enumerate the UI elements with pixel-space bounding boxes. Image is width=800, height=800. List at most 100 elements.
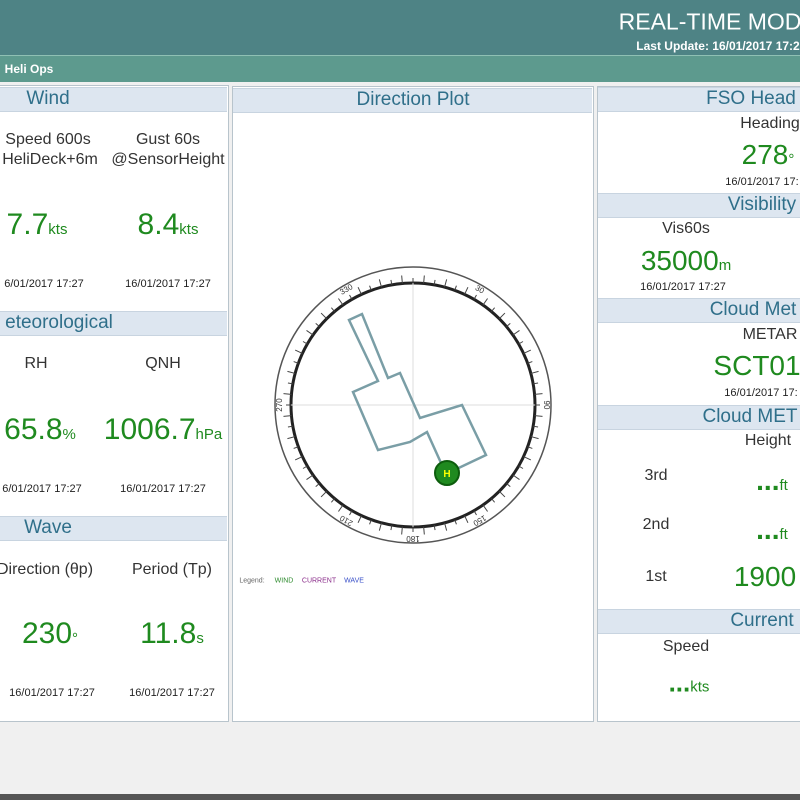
- value-with-unit: 7.7kts: [7, 208, 68, 242]
- unit: %: [62, 426, 76, 443]
- panel-header: [0, 87, 227, 112]
- timestamp: 16/01/2017 17:27: [120, 483, 206, 495]
- compass-tick: [518, 341, 524, 345]
- cloud-layer: 3rd: [644, 467, 668, 484]
- value-with-unit: ...kts: [669, 668, 710, 699]
- compass-tick: [294, 349, 303, 354]
- compass-tick: [338, 504, 344, 512]
- compass-tick: [534, 393, 543, 395]
- compass-tick: [530, 436, 539, 440]
- value: 1006.7: [103, 413, 196, 446]
- compass-tick: [349, 510, 353, 516]
- value: 7.7: [6, 208, 49, 241]
- compass-tick: [523, 349, 532, 354]
- compass-tick: [506, 483, 511, 488]
- value-with-unit: 8.4kts: [138, 208, 199, 242]
- compass-tick: [315, 483, 320, 488]
- compass-label: 180: [406, 534, 420, 543]
- value-with-unit: 11.8s: [140, 617, 204, 651]
- label: @SensorHeight: [111, 151, 225, 168]
- compass-tick: [401, 526, 403, 535]
- compass-tick: [369, 519, 372, 525]
- compass-tick: [444, 522, 448, 531]
- compass-tick: [498, 312, 506, 320]
- panel-title: Visibility: [727, 194, 797, 215]
- label: Vis60s: [662, 220, 710, 237]
- compass-tick: [306, 330, 314, 336]
- app-title: REAL-TIME MOD: [618, 8, 800, 35]
- unit: ft: [779, 526, 788, 543]
- label: Speed: [662, 638, 710, 655]
- panel-title: Cloud Met: [709, 299, 797, 320]
- label: RH: [24, 355, 48, 372]
- unit: kts: [48, 221, 68, 238]
- value-with-unit: 1006.7hPa: [104, 413, 222, 447]
- label: Height: [744, 432, 792, 449]
- cloud-layer: 2nd: [642, 516, 670, 533]
- panel-title: Wave: [24, 517, 72, 538]
- unit: °: [788, 151, 795, 168]
- header: [0, 0, 800, 55]
- compass-tick: [287, 370, 296, 374]
- compass-tick: [349, 294, 353, 300]
- value-with-unit: 1900: [734, 561, 796, 593]
- compass-tick: [293, 361, 299, 364]
- value-with-unit: 230°: [22, 617, 78, 651]
- panel-title: Cloud MET: [702, 406, 798, 427]
- value-with-unit: SCT01: [713, 350, 800, 382]
- compass-tick: [315, 322, 320, 327]
- value-with-unit: 35000m: [641, 245, 731, 277]
- timestamp: 16/01/2017 17:27: [640, 281, 726, 293]
- compass-tick: [390, 279, 393, 285]
- compass-tick: [330, 498, 335, 503]
- helipad-icon: H: [443, 469, 450, 480]
- compass-tick: [293, 446, 299, 449]
- compass-tick: [433, 279, 436, 285]
- compass-tick: [302, 341, 308, 345]
- compass-tick: [527, 361, 533, 364]
- panel-header: [598, 405, 800, 430]
- panel-header: [0, 311, 227, 336]
- compass-label: 270: [275, 398, 284, 412]
- compass-tick: [283, 393, 292, 395]
- compass-tick: [369, 285, 372, 291]
- panel-header: [598, 87, 800, 112]
- compass-tick: [444, 279, 448, 288]
- compass-tick: [473, 294, 477, 300]
- compass-tick: [530, 370, 539, 374]
- nav-item: Heli Ops: [4, 62, 54, 76]
- compass-tick: [498, 490, 506, 498]
- unit: m: [718, 257, 732, 274]
- panel-header: [598, 193, 800, 218]
- compass-tick: [294, 456, 303, 461]
- value: 278: [741, 139, 789, 170]
- legend-item: WIND: [274, 577, 294, 585]
- cloud-layer: 1st: [645, 568, 667, 585]
- compass-tick: [534, 415, 543, 417]
- value: 230: [21, 617, 73, 650]
- value: ...: [756, 465, 780, 496]
- panel-title: Wind: [26, 88, 70, 109]
- timestamp: 16/01/2017 17:: [725, 176, 799, 188]
- compass-tick: [482, 504, 488, 512]
- compass-tick: [338, 298, 344, 306]
- panel-header: [598, 609, 800, 634]
- compass-tick: [527, 446, 533, 449]
- compass-label: 90: [542, 401, 551, 410]
- compass-tick: [433, 525, 436, 531]
- compass-tick: [357, 515, 362, 524]
- timestamp: 16/01/2017 17:27: [125, 278, 211, 290]
- value: ...: [756, 514, 780, 545]
- compass-tick: [533, 382, 539, 385]
- panel-header: [233, 88, 592, 113]
- label: HeliDeck+6m: [2, 151, 98, 168]
- helipad: [434, 460, 460, 486]
- value: 8.4: [137, 208, 180, 241]
- compass-tick: [512, 330, 520, 336]
- compass-tick: [423, 275, 425, 284]
- compass-tick: [390, 525, 393, 531]
- last-update: Last Update: 16/01/2017 17:2: [636, 39, 800, 53]
- value: 35000: [640, 245, 719, 276]
- compass-tick: [287, 425, 293, 428]
